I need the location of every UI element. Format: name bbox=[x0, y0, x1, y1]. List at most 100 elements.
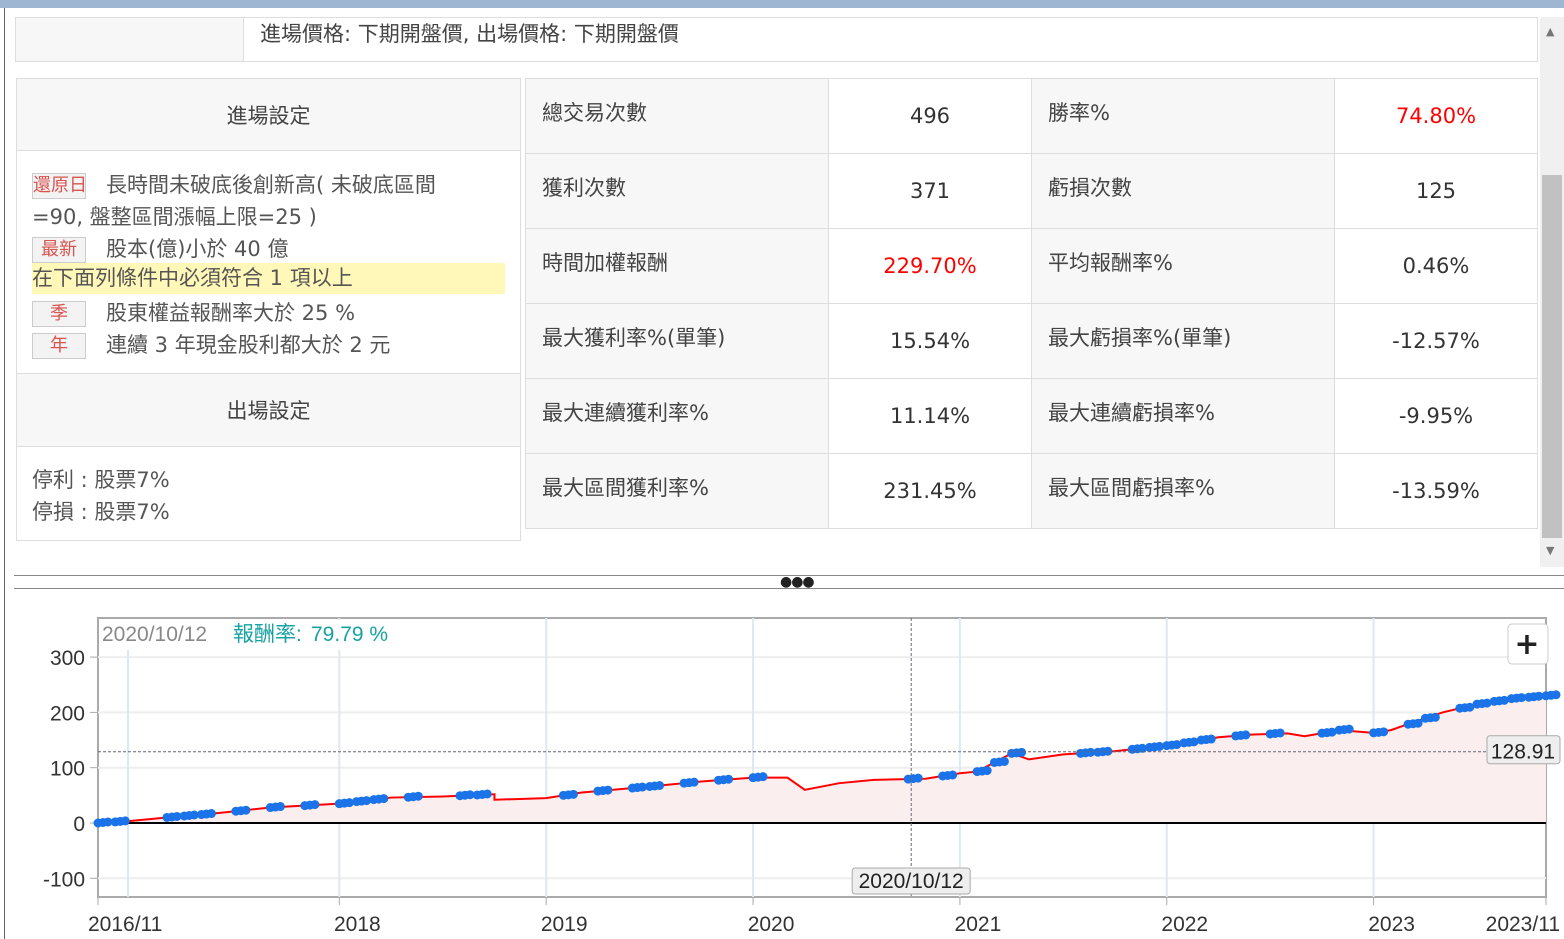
tooltip-value: 79.79 % bbox=[311, 623, 388, 646]
trade-marker bbox=[1086, 747, 1096, 757]
stat-value: 11.14% bbox=[889, 404, 971, 428]
stat-label: 最大連續虧損率% bbox=[1048, 401, 1215, 425]
stat-label-cell: 最大獲利率%(單筆) bbox=[525, 303, 829, 379]
trade-marker bbox=[413, 791, 423, 801]
ellipsis-icon[interactable]: ●●● bbox=[780, 574, 815, 590]
area-fill bbox=[98, 695, 1546, 823]
condition-text: 股東權益報酬率大於 25 % bbox=[106, 301, 356, 325]
entry-settings-header: 進場設定 bbox=[16, 78, 521, 151]
trade-marker bbox=[1241, 730, 1251, 740]
stat-label-cell: 總交易次數 bbox=[525, 78, 829, 154]
stat-value: 229.70% bbox=[883, 254, 977, 278]
stat-label-cell: 最大虧損率%(單筆) bbox=[1031, 303, 1335, 379]
stat-value-cell: 15.54% bbox=[828, 303, 1032, 379]
zoom-in-button[interactable] bbox=[1507, 623, 1549, 665]
scrollbar-thumb[interactable] bbox=[1542, 175, 1562, 538]
stat-value-cell: 125 bbox=[1334, 153, 1538, 229]
x-tick-label: 2023/11 bbox=[1486, 913, 1560, 936]
tooltip-label: 報酬率: bbox=[233, 623, 302, 646]
scroll-up-icon[interactable]: ▲ bbox=[1546, 25, 1555, 38]
trade-marker bbox=[1482, 698, 1492, 708]
trade-marker bbox=[1379, 727, 1389, 737]
crosshair-x-label: 2020/10/12 bbox=[859, 870, 964, 893]
stat-label-cell: 時間加權報酬 bbox=[525, 228, 829, 304]
trade-marker bbox=[1499, 695, 1509, 705]
crosshair-y-label: 128.91 bbox=[1491, 741, 1555, 764]
trade-marker bbox=[1189, 737, 1199, 747]
trade-marker bbox=[655, 781, 665, 791]
condition-row: 還原日 長時間未破底後創新高( 未破底區間 bbox=[32, 169, 436, 199]
stat-label-cell: 勝率% bbox=[1031, 78, 1335, 154]
stat-label: 總交易次數 bbox=[542, 101, 647, 125]
y-tick-label: 100 bbox=[50, 758, 85, 781]
crosshair-x-label-bg bbox=[851, 867, 971, 895]
window-top-bar bbox=[0, 0, 1564, 8]
y-tick-label: 0 bbox=[73, 813, 85, 836]
condition-text: 長時間未破底後創新高( 未破底區間 bbox=[106, 173, 436, 197]
stat-value: 125 bbox=[1415, 179, 1457, 203]
trade-marker bbox=[568, 789, 578, 799]
badge-quarter: 季 bbox=[32, 301, 86, 327]
trade-marker bbox=[603, 785, 613, 795]
stat-label: 最大虧損率%(單筆) bbox=[1048, 326, 1232, 350]
x-tick-label: 2021 bbox=[955, 913, 1002, 936]
x-tick-label: 2016/11 bbox=[88, 913, 162, 936]
entry-header-text: 進場設定 bbox=[226, 103, 311, 128]
stat-value-cell: 229.70% bbox=[828, 228, 1032, 304]
trade-marker bbox=[275, 802, 285, 812]
trade-marker bbox=[379, 794, 389, 804]
trade-marker bbox=[1551, 690, 1561, 700]
stat-value: -13.59% bbox=[1392, 479, 1480, 503]
trade-marker bbox=[1430, 712, 1440, 722]
trade-marker bbox=[1413, 718, 1423, 728]
stat-value: 496 bbox=[909, 104, 951, 128]
stat-label-cell: 虧損次數 bbox=[1031, 153, 1335, 229]
stat-value-cell: 11.14% bbox=[828, 378, 1032, 454]
equity-chart[interactable]: 2016/11 2018 2019 2020 2021 2022 2023 2023/11 30… bbox=[0, 590, 1564, 939]
y-tick-label: -100 bbox=[43, 868, 85, 891]
stat-value-cell: 231.45% bbox=[828, 453, 1032, 529]
stat-label-cell: 最大區間虧損率% bbox=[1031, 453, 1335, 529]
stat-label: 最大獲利率%(單筆) bbox=[542, 326, 726, 350]
trade-marker bbox=[982, 766, 992, 776]
condition-text: 股本(億)小於 40 億 bbox=[106, 237, 289, 261]
exit-take-profit: 停利 : 股票7% bbox=[32, 468, 170, 492]
plus-icon[interactable]: + bbox=[1514, 627, 1539, 662]
condition-row: 最新 股本(億)小於 40 億 bbox=[32, 233, 288, 263]
trade-marker bbox=[724, 774, 734, 784]
trade-marker bbox=[1155, 741, 1165, 751]
trade-marker bbox=[1137, 743, 1147, 753]
exit-stop-loss: 停損 : 股票7% bbox=[32, 500, 170, 524]
stat-value: 371 bbox=[909, 179, 951, 203]
stat-value: 15.54% bbox=[889, 329, 971, 353]
top-row-label-cell bbox=[15, 17, 244, 62]
stat-value-cell: -12.57% bbox=[1334, 303, 1538, 379]
trade-marker bbox=[1344, 724, 1354, 734]
x-tick-label: 2023 bbox=[1368, 913, 1415, 936]
stat-value-cell: 0.46% bbox=[1334, 228, 1538, 304]
trade-marker bbox=[482, 789, 492, 799]
condition-text: 連續 3 年現金股利都大於 2 元 bbox=[106, 333, 391, 357]
badge-latest: 最新 bbox=[32, 237, 86, 263]
condition-text-cont: =90, 盤整區間漲幅上限=25 ) bbox=[32, 205, 317, 229]
stat-label: 最大連續獲利率% bbox=[542, 401, 709, 425]
stat-label: 平均報酬率% bbox=[1048, 251, 1173, 275]
stat-value: 231.45% bbox=[883, 479, 977, 503]
trade-marker bbox=[1534, 691, 1544, 701]
stat-label-cell: 獲利次數 bbox=[525, 153, 829, 229]
trade-marker bbox=[1172, 740, 1182, 750]
badge-restored-daily: 還原日 bbox=[32, 173, 87, 199]
pane-splitter[interactable] bbox=[14, 575, 1564, 589]
stat-label: 最大區間獲利率% bbox=[542, 476, 709, 500]
trade-marker bbox=[913, 773, 923, 783]
trade-marker bbox=[189, 810, 199, 820]
trade-marker bbox=[120, 816, 130, 826]
exit-header-text: 出場設定 bbox=[226, 399, 311, 423]
scroll-down-icon[interactable]: ▼ bbox=[1546, 544, 1555, 557]
stat-label-cell: 最大連續獲利率% bbox=[525, 378, 829, 454]
crosshair-y-label-bg bbox=[1486, 735, 1561, 765]
stat-label-cell: 最大連續虧損率% bbox=[1031, 378, 1335, 454]
trade-marker bbox=[103, 817, 113, 827]
trade-marker bbox=[362, 796, 372, 806]
stat-label-cell: 平均報酬率% bbox=[1031, 228, 1335, 304]
